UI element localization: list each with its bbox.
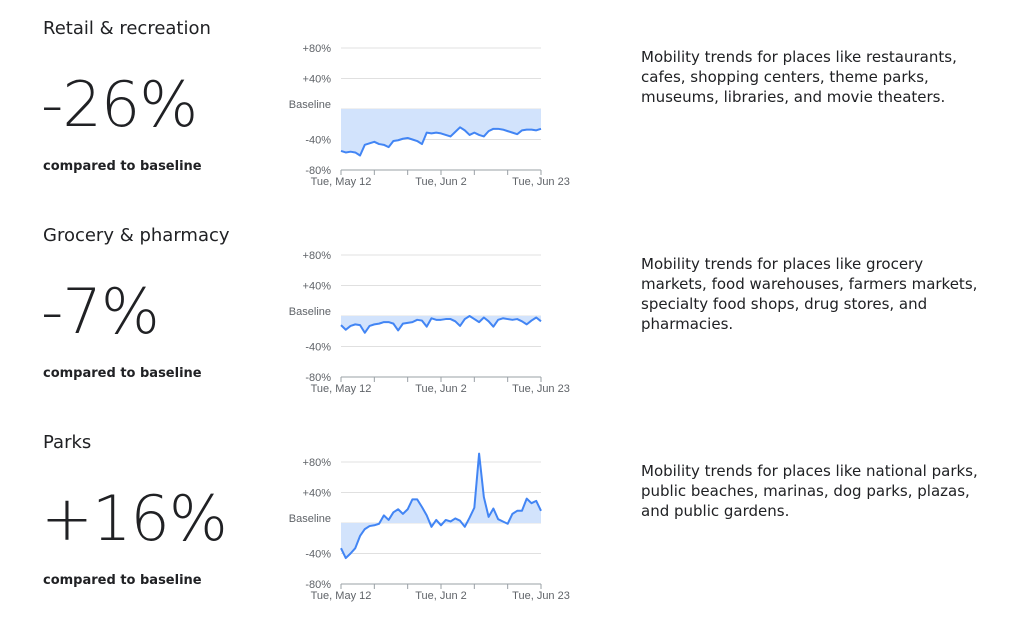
headline-value: -7%	[41, 275, 160, 348]
y-tick-label: -40%	[305, 342, 331, 354]
description-line: Mobility trends for places like national…	[641, 462, 978, 480]
y-tick-label: +40%	[303, 281, 332, 293]
description-line: and public gardens.	[641, 502, 790, 520]
line	[340, 126, 542, 157]
y-tick-label: +40%	[303, 74, 332, 86]
description-line: pharmacies.	[641, 315, 734, 333]
y-tick-label: -40%	[305, 135, 331, 147]
x-tick-label: Tue, May 12	[311, 383, 372, 395]
y-tick-label: -80%	[305, 372, 331, 384]
y-tick-label: -40%	[305, 549, 331, 561]
chart: +80% +40% Baseline -40% -80%Tue, May 12 Tue, …	[289, 43, 570, 188]
area	[341, 453, 541, 559]
line	[340, 452, 542, 560]
x-tick-label: Tue, May 12	[311, 176, 372, 188]
headline-value: -26%	[41, 68, 198, 141]
x-tick-label: Tue, Jun 2	[415, 176, 467, 188]
description-line: museums, libraries, and movie theaters.	[641, 88, 946, 106]
section: Parks +16% compared to baseline Mobility tr…	[0, 414, 1022, 621]
x-tick-label: Tue, Jun 2	[415, 590, 467, 602]
x-tick-label: Tue, Jun 23	[512, 176, 570, 188]
x-tick-label: Tue, May 12	[311, 590, 372, 602]
x-tick-label: Tue, Jun 23	[512, 383, 570, 395]
section-title: Retail & recreation	[43, 18, 211, 39]
y-tick-label: +80%	[303, 457, 332, 469]
caption: compared to baseline	[43, 573, 202, 588]
headline-value: +16%	[41, 482, 228, 555]
line	[340, 315, 542, 334]
x-tick-label: Tue, Jun 23	[512, 590, 570, 602]
y-tick-label: +80%	[303, 250, 332, 262]
description: Mobility trends for places like restaura…	[641, 47, 957, 107]
area	[341, 316, 541, 333]
section: Grocery & pharmacy -7% compared to baselin…	[0, 207, 1022, 414]
y-tick-label: +40%	[303, 488, 332, 500]
y-tick-label: Baseline	[289, 306, 331, 318]
description: Mobility trends for places like grocery m…	[641, 254, 977, 334]
section: Retail & recreation -26% compared to basel…	[0, 0, 1022, 207]
caption: compared to baseline	[43, 159, 202, 174]
chart: +80% +40% Baseline -40% -80%Tue, May 12 Tue, …	[289, 452, 570, 602]
description-line: cafes, shopping centers, theme parks,	[641, 68, 929, 86]
caption: compared to baseline	[43, 366, 202, 381]
y-tick-label: Baseline	[289, 99, 331, 111]
description-line: markets, food warehouses, farmers market…	[641, 275, 978, 293]
description-line: Mobility trends for places like grocery	[641, 255, 924, 273]
section-title: Parks	[43, 432, 92, 453]
y-tick-label: Baseline	[289, 513, 331, 525]
y-tick-label: -80%	[305, 165, 331, 177]
y-tick-label: +80%	[303, 43, 332, 55]
description-line: Mobility trends for places like restaura…	[641, 48, 957, 66]
description-line: public beaches, marinas, dog parks, plaz…	[641, 482, 970, 500]
section-title: Grocery & pharmacy	[43, 225, 230, 246]
description-line: specialty food shops, drug stores, and	[641, 295, 928, 313]
description: Mobility trends for places like national…	[641, 461, 978, 521]
x-tick-label: Tue, Jun 2	[415, 383, 467, 395]
y-tick-label: -80%	[305, 579, 331, 591]
chart: +80% +40% Baseline -40% -80%Tue, May 12 Tue, …	[289, 250, 570, 395]
